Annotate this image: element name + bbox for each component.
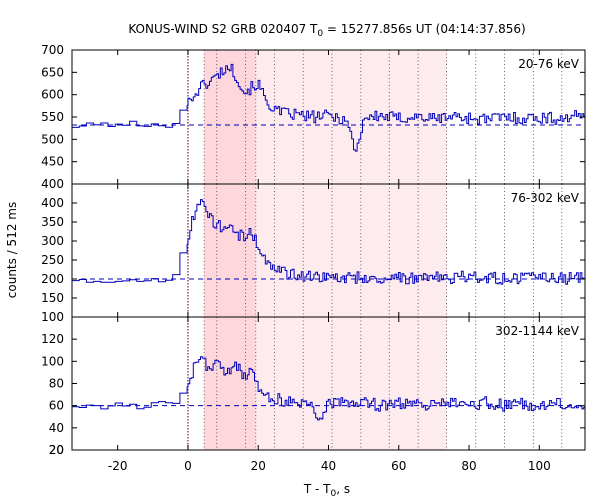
- y-tick-label: 300: [41, 234, 64, 248]
- x-tick-label: 20: [251, 459, 266, 473]
- y-tick-label: 550: [41, 110, 64, 124]
- x-axis-label: T - T0, s: [303, 482, 350, 499]
- y-tick-label: 40: [49, 421, 64, 435]
- x-tick-label: 40: [321, 459, 336, 473]
- y-tick-label: 400: [41, 196, 64, 210]
- panel-label: 302-1144 keV: [495, 324, 579, 338]
- panel-2: 150 200 250 300 350 400 100 76-302 keV: [41, 183, 586, 324]
- x-tick-labels: -20 0 20 40 60 80 100: [108, 459, 551, 473]
- y-tick-label: 60: [49, 399, 64, 413]
- shaded-region-2: [255, 317, 447, 450]
- y-tick-label: 100: [41, 354, 64, 368]
- x-tick-label: 0: [184, 459, 192, 473]
- y-tick-label: 500: [41, 132, 64, 146]
- light-curve-2: [72, 199, 585, 285]
- y-tick-label: 350: [41, 215, 64, 229]
- chart-title: KONUS-WIND S2 GRB 020407 T0 = 15277.856s…: [128, 22, 525, 39]
- y-tick-label: 150: [41, 291, 64, 305]
- panel-1: 450 500 550 600 650 700 400 20-76 keV: [41, 43, 586, 191]
- shaded-region-1: [204, 317, 256, 450]
- y-tick-label: 80: [49, 377, 64, 391]
- y-tick-label: 650: [41, 65, 64, 79]
- x-tick-label: 60: [391, 459, 406, 473]
- y-tick-label: 400: [41, 177, 64, 191]
- y-tick-label: 700: [41, 43, 64, 57]
- y-tick-label: 600: [41, 88, 64, 102]
- x-tick-label: 80: [461, 459, 476, 473]
- y-tick-label: 200: [41, 272, 64, 286]
- y-tick-label: 120: [41, 332, 64, 346]
- y-tick-label: 20: [49, 443, 64, 457]
- light-curve-3: [72, 356, 585, 421]
- y-tick-label: 450: [41, 155, 64, 169]
- y-tick-label: 20: [49, 443, 64, 457]
- shaded-region-2: [255, 184, 447, 317]
- panel-label: 20-76 keV: [518, 57, 580, 71]
- light-curve-1: [72, 63, 585, 152]
- shaded-region-1: [204, 50, 256, 184]
- y-tick-label: 250: [41, 253, 64, 267]
- panel-label: 76-302 keV: [511, 191, 580, 205]
- x-tick-label: -20: [108, 459, 128, 473]
- y-tick-label: 100: [41, 310, 64, 324]
- shaded-region-1: [204, 184, 256, 317]
- y-axis-label: counts / 512 ms: [5, 202, 19, 298]
- x-tick-label: 100: [528, 459, 551, 473]
